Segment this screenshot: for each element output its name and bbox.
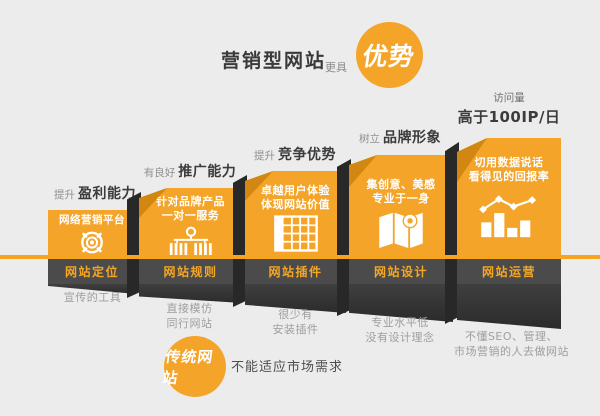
page-title: 营销型网站 (221, 50, 327, 72)
block-content: 针对品牌产品 一对一服务 (139, 188, 242, 259)
advantage-badge: 优势 (356, 22, 423, 88)
table-icon (273, 215, 318, 252)
caption-line: 市场营销的人去做网站 (454, 345, 569, 358)
block-face: 网络营销平台 (48, 210, 136, 259)
column-caption: 不懂SEO、管理、 市场营销的人去做网站 (429, 329, 594, 359)
band-label: 网站定位 (64, 265, 119, 279)
caption-line: 没有设计理念 (365, 331, 435, 344)
box-side-shadow (127, 192, 141, 298)
heading-prefix: 提升 (54, 189, 75, 201)
block-label: 看得见的回报率 (468, 170, 550, 183)
block-label: 切用数据说话 (474, 156, 544, 169)
traditional-badge: 传统网站 (161, 336, 226, 397)
band-rules: 网站规则 (139, 259, 242, 284)
traditional-badge-label: 传统网站 (161, 347, 215, 387)
column-heading: 提升 盈利能力 (30, 183, 160, 203)
box-side-shadow (445, 142, 459, 324)
caption-line: 不懂SEO、管理、 (464, 330, 559, 343)
target-icon (81, 231, 103, 254)
block-content: 集创意、美感 专业于一身 (349, 155, 453, 259)
column-heading: 树立 品牌形象 (335, 127, 465, 147)
heading-prefix: 有良好 (143, 167, 176, 179)
block-label: 针对品牌产品 (156, 195, 225, 208)
caption-line: 专业水平低 (371, 316, 429, 329)
block-label: 体现网站价值 (261, 198, 330, 211)
map-icon (379, 212, 423, 248)
band-label: 网站设计 (373, 265, 428, 279)
barchart-icon (479, 195, 537, 238)
column-caption: 宣传的工具 (25, 290, 160, 305)
block-label: 专业于一身 (372, 192, 430, 205)
column-caption: 很少有 安装插件 (228, 307, 363, 337)
column-caption: 直接模仿 同行网站 (122, 301, 257, 331)
heading-main: 品牌形象 (383, 130, 441, 146)
band-label: 网站规则 (163, 265, 218, 279)
heading-main: 盈利能力 (78, 186, 136, 202)
traditional-note: 不能适应市场需求 (231, 360, 344, 375)
heading-main: 高于100IP/日 (457, 108, 561, 126)
heading-prefix: 访问量 (493, 92, 525, 104)
block-label: 一对一服务 (161, 209, 220, 222)
band-plugins: 网站插件 (245, 259, 346, 284)
band-label: 网站运营 (481, 265, 536, 279)
block-content: 卓越用户体验 体现网站价值 (245, 171, 346, 259)
block-label: 卓越用户体验 (261, 184, 330, 197)
column-caption: 专业水平低 没有设计理念 (330, 315, 470, 345)
block-face: 卓越用户体验 体现网站价值 (245, 171, 346, 259)
block-face: 切用数据说话 看得见的回报率 (457, 138, 561, 259)
column-heading: 访问量高于100IP/日 (444, 90, 574, 127)
band-label: 网站插件 (268, 265, 323, 279)
block-face: 集创意、美感 专业于一身 (349, 155, 453, 259)
band-positioning: 网站定位 (48, 259, 136, 284)
caption-line: 安装插件 (272, 323, 319, 336)
block-label: 集创意、美感 (366, 178, 436, 191)
heading-prefix: 提升 (254, 150, 275, 162)
box-side-shadow (337, 159, 351, 316)
caption-line: 直接模仿 (166, 302, 213, 315)
baseline-divider (0, 255, 600, 259)
column-heading: 有良好 推广能力 (125, 161, 255, 181)
block-face: 针对品牌产品 一对一服务 (139, 188, 242, 259)
box-side-shadow (233, 175, 247, 307)
heading-main: 推广能力 (178, 164, 237, 180)
advantage-badge-label: 优势 (361, 42, 418, 71)
block-content: 切用数据说话 看得见的回报率 (457, 138, 561, 259)
block-content: 网络营销平台 (48, 210, 136, 259)
page-title-qualifier: 更具 (325, 61, 347, 74)
caption-line: 很少有 (278, 308, 313, 321)
band-operation: 网站运营 (457, 259, 561, 284)
band-design: 网站设计 (349, 259, 453, 284)
heading-main: 竞争优势 (278, 147, 336, 163)
block-label: 网络营销平台 (59, 214, 125, 226)
caption-line: 同行网站 (166, 317, 213, 330)
column-heading: 提升 竞争优势 (230, 144, 360, 164)
caption-line: 宣传的工具 (63, 291, 122, 304)
band-shadow (48, 284, 136, 294)
sitemap-icon (169, 226, 212, 256)
heading-prefix: 树立 (359, 133, 380, 145)
band-shadow (457, 284, 561, 329)
